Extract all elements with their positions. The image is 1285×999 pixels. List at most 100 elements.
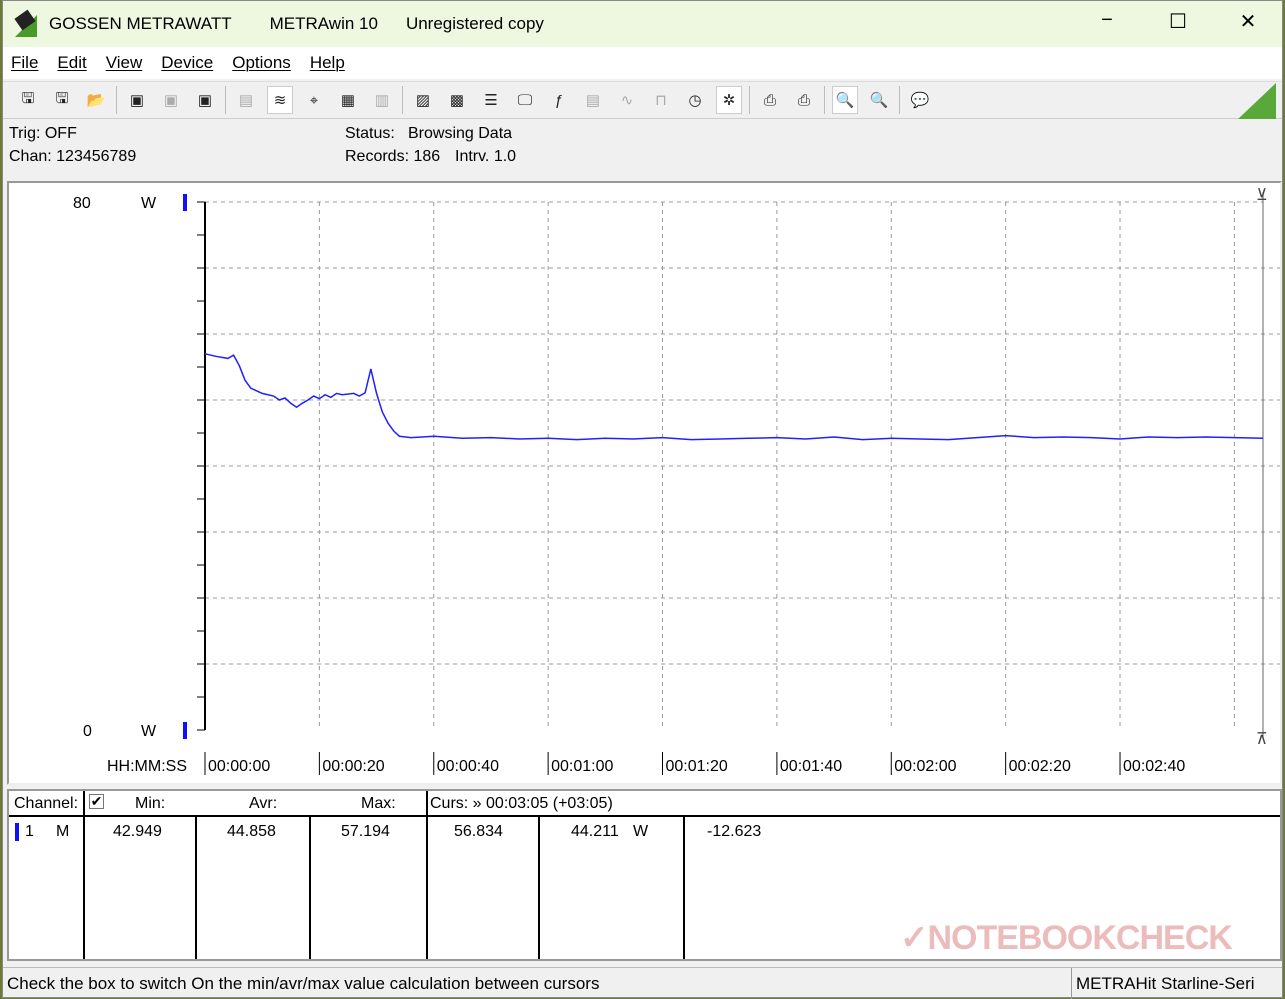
menu-edit[interactable]: Edit (57, 53, 87, 72)
statistics-table: Channel: ✔ Min: Avr: Max: Curs: » 00:03:… (7, 789, 1282, 961)
zoom-out-button[interactable]: 🔍 (866, 86, 892, 114)
app-logo-icon (14, 9, 41, 37)
x-tick-label: 00:01:40 (780, 758, 842, 775)
clock-settings-button[interactable]: ◷ (682, 86, 708, 114)
monitor-button[interactable]: 🖵 (512, 86, 538, 114)
device-settings-icon: ▨ (415, 92, 431, 109)
device-memory-button[interactable]: ▣ (192, 86, 218, 114)
avr-value: 44.858 (227, 823, 276, 840)
pulse-button[interactable]: ⊓ (648, 86, 674, 114)
zoom-waveform-button[interactable]: 🔍 (832, 86, 858, 114)
title-bar: GOSSEN METRAWATT METRAwin 10 Unregistere… (3, 1, 1282, 47)
x-tick-label: 00:00:00 (208, 758, 270, 775)
x-axis-label: HH:MM:SS (107, 758, 187, 775)
device-read-icon: ▣ (129, 92, 145, 109)
zoom-out-icon: 🔍 (869, 92, 889, 109)
y-min-label: 0 (83, 723, 92, 740)
close-button[interactable]: ✕ (1239, 11, 1257, 33)
zoom-waveform-icon: 🔍 (835, 92, 855, 109)
channel-list-button[interactable]: ☰ (478, 86, 504, 114)
menu-device[interactable]: Device (161, 53, 214, 72)
power-series-line (204, 353, 1264, 441)
cursor-delta-value: -12.623 (707, 823, 762, 840)
status-value: Browsing Data (408, 125, 513, 142)
function-button[interactable]: ƒ (546, 86, 572, 114)
y-min-marker (183, 722, 187, 739)
brand-corner-triangle (1238, 83, 1276, 119)
device-config-button[interactable]: ▩ (444, 86, 470, 114)
device-read-button[interactable]: ▣ (124, 86, 150, 114)
vendor-name: GOSSEN METRAWATT (49, 14, 232, 33)
cursor-crosshair-button[interactable]: ⌖ (301, 86, 327, 114)
cursor-unit: W (633, 823, 649, 840)
print-preview-button[interactable]: ⎙ (757, 86, 783, 114)
print-button[interactable]: ⎙ (791, 86, 817, 114)
cursor-a-value: 56.834 (454, 823, 503, 840)
minimize-button[interactable]: − (1101, 9, 1113, 31)
x-tick-label: 00:02:40 (1123, 758, 1185, 775)
x-tick-label: 00:02:20 (1009, 758, 1071, 775)
watermark-logo: ✓NOTEBOOKCHECK (900, 919, 1233, 957)
meter-button[interactable]: ▤ (580, 86, 606, 114)
y-max-unit: W (141, 195, 157, 212)
toolbar-separator (749, 86, 750, 114)
x-tick-label: 00:01:00 (551, 758, 613, 775)
cursor-header: Curs: » 00:03:05 (+03:05) (430, 795, 613, 812)
status-label: Status: (345, 125, 395, 142)
x-tick-label: 00:01:20 (666, 758, 728, 775)
avr-header: Avr: (249, 795, 278, 812)
bug-button[interactable]: ✲ (716, 86, 742, 114)
print-icon: ⎙ (797, 91, 810, 109)
save-icon: 🖫 (21, 89, 35, 107)
function-icon: ƒ (554, 91, 564, 109)
device-name: METRAHit Starline-Seri (1071, 968, 1284, 999)
device-config-icon: ▩ (449, 92, 465, 109)
histogram-button[interactable]: ▥ (369, 86, 395, 114)
status-hint: Check the box to switch On the min/avr/m… (7, 974, 600, 993)
histogram-icon: ▥ (374, 92, 390, 109)
toolbar-separator (116, 86, 117, 114)
numeric-display-button[interactable]: ▤ (233, 86, 259, 114)
meter-icon: ▤ (585, 92, 601, 109)
cursor-crosshair-icon: ⌖ (309, 91, 319, 109)
comment-button[interactable]: 💬 (907, 86, 933, 114)
interval: Intrv. 1.0 (455, 148, 517, 165)
device-transfer-button[interactable]: ▣ (158, 86, 184, 114)
menu-file[interactable]: File (11, 53, 39, 72)
menu-options[interactable]: Options (232, 53, 291, 72)
cursor-bottom-handle: ⊼ (1256, 731, 1268, 748)
save-as-icon: 🖫 (55, 89, 69, 107)
max-value: 57.194 (341, 823, 390, 840)
device-settings-button[interactable]: ▨ (410, 86, 436, 114)
menu-help[interactable]: Help (309, 53, 345, 72)
waveform-view-button[interactable]: ≋ (267, 86, 293, 114)
maximize-button[interactable]: ☐ (1169, 11, 1187, 33)
cursor-b-value: 44.211 (571, 823, 619, 840)
toolbar-separator (225, 86, 226, 114)
channel-color-marker (15, 823, 19, 841)
signal-button[interactable]: ∿ (614, 86, 640, 114)
menu-view[interactable]: View (105, 53, 143, 72)
min-max-checkbox[interactable]: ✔ (89, 793, 104, 809)
cursor-top-handle: ⊻ (1256, 187, 1268, 204)
open-folder-button[interactable]: 📂 (83, 86, 109, 114)
save-as-button[interactable]: 🖫 (49, 86, 75, 114)
table-view-button[interactable]: ▦ (335, 86, 361, 114)
menu-bar: File Edit View Device Options Help (3, 47, 1282, 79)
channel-mode: M (56, 823, 70, 840)
chart-panel[interactable]: ⊻ ⊼ 80 W 0 W HH:MM:SS 00:00:00 00:00:20 00:00:40 0… (7, 181, 1282, 785)
channel-number: 1 (25, 823, 34, 840)
y-max-label: 80 (73, 195, 91, 212)
device-memory-icon: ▣ (197, 92, 213, 109)
channel-list-icon: ☰ (484, 92, 498, 109)
table-view-icon: ▦ (340, 92, 356, 109)
records-count: Records: 186 (345, 148, 441, 165)
toolbar-separator (402, 86, 403, 114)
save-button[interactable]: 🖫 (15, 86, 41, 114)
channel-header: Channel: (14, 795, 79, 812)
toolbar: 🖫 🖫 📂 ▣ ▣ ▣ ▤ ≋ ⌖ ▦ ▥ ▨ ▩ ☰ 🖵 ƒ ▤ ∿ ⊓ ◷ ✲ ⎙ ⎙ 🔍 🔍 💬 (3, 81, 1282, 119)
numeric-display-icon: ▤ (238, 92, 254, 109)
channels: Chan: 123456789 (9, 148, 137, 165)
chart-svg[interactable]: ⊻ ⊼ 80 W 0 W HH:MM:SS 00:00:00 00:00:20 00:00:40 0… (9, 183, 1280, 783)
